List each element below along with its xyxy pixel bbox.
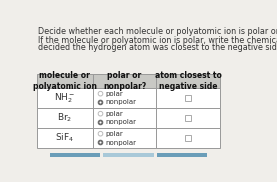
Text: nonpolar: nonpolar bbox=[105, 120, 136, 126]
Text: polar or
nonpolar?: polar or nonpolar? bbox=[103, 71, 146, 91]
Circle shape bbox=[98, 120, 103, 125]
Bar bbox=[103, 153, 153, 157]
Bar bbox=[37, 74, 93, 88]
Bar bbox=[50, 153, 100, 157]
Bar bbox=[156, 74, 220, 88]
Text: polar: polar bbox=[105, 111, 123, 117]
Text: polar: polar bbox=[105, 91, 123, 97]
Bar bbox=[185, 115, 191, 121]
Bar bbox=[185, 135, 191, 141]
Circle shape bbox=[99, 121, 102, 124]
Text: Br$_2$: Br$_2$ bbox=[57, 112, 73, 124]
Bar bbox=[156, 88, 220, 108]
Text: If the molecule or polyatomic ion is polar, write the chemical symbol of the ato: If the molecule or polyatomic ion is pol… bbox=[38, 36, 277, 45]
Text: polar: polar bbox=[105, 131, 123, 137]
Text: nonpolar: nonpolar bbox=[105, 140, 136, 146]
Circle shape bbox=[99, 101, 102, 104]
Circle shape bbox=[98, 100, 103, 105]
Circle shape bbox=[98, 140, 103, 145]
Bar bbox=[37, 128, 93, 148]
Bar bbox=[157, 153, 207, 157]
Bar bbox=[185, 95, 191, 101]
Circle shape bbox=[98, 131, 103, 136]
Circle shape bbox=[99, 141, 102, 144]
Text: Decide whether each molecule or polyatomic ion is polar or nonpolar.: Decide whether each molecule or polyatom… bbox=[38, 27, 277, 36]
Bar bbox=[156, 108, 220, 128]
Text: decided the hydrogen atom was closest to the negative side of the molecule, y: decided the hydrogen atom was closest to… bbox=[38, 43, 277, 52]
Bar bbox=[93, 74, 156, 88]
Text: molecule or
polyatomic ion: molecule or polyatomic ion bbox=[33, 71, 97, 91]
Bar bbox=[156, 128, 220, 148]
Text: SiF$_4$: SiF$_4$ bbox=[55, 132, 75, 144]
Circle shape bbox=[98, 111, 103, 116]
Circle shape bbox=[98, 91, 103, 96]
Bar bbox=[93, 128, 156, 148]
Bar bbox=[93, 108, 156, 128]
Text: NH$_2^-$: NH$_2^-$ bbox=[54, 91, 75, 105]
Bar bbox=[37, 88, 93, 108]
Bar bbox=[37, 108, 93, 128]
Text: atom closest to
negative side: atom closest to negative side bbox=[155, 71, 222, 91]
Bar bbox=[93, 88, 156, 108]
Text: nonpolar: nonpolar bbox=[105, 100, 136, 106]
